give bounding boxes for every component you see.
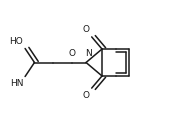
Text: O: O <box>68 48 75 58</box>
Text: HN: HN <box>10 79 23 88</box>
Text: O: O <box>83 91 90 100</box>
Text: N: N <box>85 48 92 58</box>
Text: O: O <box>83 25 90 34</box>
Text: HO: HO <box>9 37 23 46</box>
